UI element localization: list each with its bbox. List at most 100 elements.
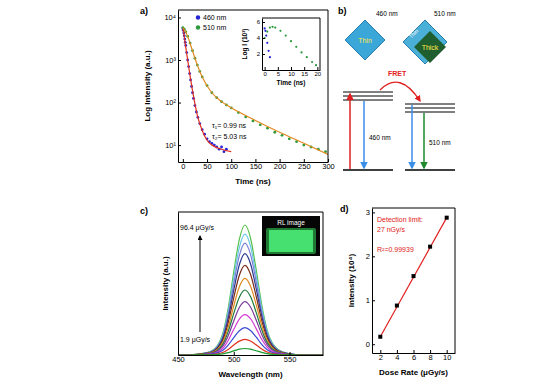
y-axis: 10¹ 10² 10³ 10⁴ <box>164 11 181 163</box>
y-axis: 246 <box>257 19 265 71</box>
inset-glow <box>266 228 316 254</box>
y-axis-tick-mark <box>262 54 265 55</box>
x-axis-tick-label: 5 <box>277 71 281 77</box>
crystal-text: Thick <box>422 44 439 51</box>
x-axis-tick-label: 6 <box>412 353 416 362</box>
data-point <box>311 61 313 63</box>
x-axis-tick-mark <box>317 67 318 70</box>
x-axis-tick: 8 <box>429 350 433 362</box>
y-axis-tick-mark <box>372 256 375 257</box>
x-axis-tick-mark <box>278 67 279 70</box>
crystal-outer <box>403 20 447 64</box>
data-point <box>306 56 308 58</box>
legend: 460 nm510 nm <box>196 14 227 31</box>
data-point <box>315 64 317 66</box>
frame-right <box>320 18 321 70</box>
y-axis-tick-mark <box>262 38 265 39</box>
data-point <box>395 304 399 308</box>
y-axis-tick-label: 2 <box>366 252 370 261</box>
data-point <box>271 26 273 28</box>
frame-top <box>372 208 455 209</box>
y-axis-tick: 2 <box>257 51 265 57</box>
legend-marker <box>196 25 200 29</box>
emission-arrow <box>423 113 425 168</box>
energy-level <box>405 104 455 105</box>
y-axis-tick: 10⁴ <box>164 13 181 22</box>
data-point <box>445 216 449 220</box>
excitation-arrow <box>349 94 351 169</box>
figure: 05010015020025030010¹10²10³10⁴Time (ns)L… <box>0 0 554 384</box>
y-axis-line <box>262 19 263 71</box>
data-point <box>285 35 287 37</box>
x-axis-tick: 10 <box>443 350 451 362</box>
x-axis-tick-label: 10 <box>443 353 451 362</box>
y-axis: 0123 <box>366 208 375 353</box>
crystal-thick <box>414 31 446 63</box>
x-axis-tick-label: 100 <box>225 162 238 171</box>
y-axis-title: Intensity (a.u.) <box>161 256 170 311</box>
y-axis-tick-label: 2 <box>257 51 261 57</box>
data-point <box>266 42 268 44</box>
plot-0: 05010015020025030010¹10²10³10⁴Time (ns)L… <box>143 10 335 186</box>
y-axis-tick-label: 6 <box>257 19 261 25</box>
x-axis-tick: 250 <box>298 159 311 171</box>
x-axis-tick-label: 150 <box>250 162 263 171</box>
plot-1: 05101520246Time (ns)Log I (10³) <box>241 18 322 87</box>
x-axis: 2 4 6 8 10 <box>373 350 456 362</box>
y-axis-tick-label: 10¹ <box>165 141 176 150</box>
frame-top <box>262 18 320 19</box>
x-axis-tick-label: 4 <box>395 353 399 362</box>
y-axis-tick-mark <box>178 145 181 146</box>
crystal-text: Thin <box>408 28 420 40</box>
x-axis-tick-label: 10 <box>288 71 295 77</box>
data-point <box>269 56 271 58</box>
y-axis-tick: 10² <box>165 98 181 107</box>
x-axis-tick: 5 <box>277 67 281 77</box>
crystal-emission: 460 nm <box>376 10 398 17</box>
series-line <box>178 225 323 355</box>
plot-background <box>372 208 455 353</box>
x-axis-tick-label: 15 <box>301 71 308 77</box>
y-axis-tick: 10³ <box>165 56 181 65</box>
x-axis-tick: 50 <box>203 159 211 171</box>
x-axis-tick-label: 20 <box>315 71 322 77</box>
frame-right <box>328 10 329 162</box>
y-axis-title: Intensity (10⁴) <box>347 254 356 308</box>
x-axis: 050100150200250300 <box>179 159 335 171</box>
data-point <box>220 146 223 149</box>
inset-frame <box>262 216 320 256</box>
fret-arrow <box>380 82 420 101</box>
series-line <box>178 349 323 356</box>
y-axis-tick: 10¹ <box>165 141 181 150</box>
x-axis-tick: 500 <box>228 352 241 364</box>
y-axis-tick: 2 <box>366 252 375 261</box>
annotation: τ₁= 0.99 ns <box>212 122 247 129</box>
x-axis-tick: 100 <box>225 159 238 171</box>
fret-label: FRET <box>388 70 407 77</box>
data-point <box>428 245 432 249</box>
annotation: 96.4 μGy/s <box>180 224 214 232</box>
data-point <box>274 27 276 29</box>
x-axis-tick-label: 450 <box>172 355 185 364</box>
y-axis-tick-mark <box>178 103 181 104</box>
y-axis-tick-mark <box>372 300 375 301</box>
data-point <box>288 137 291 140</box>
diagram: Thin460 nmThinThick510 nm460 nmFRET510 n… <box>343 10 456 170</box>
y-axis <box>178 213 179 356</box>
frame-top <box>178 10 328 11</box>
x-axis-tick: 6 <box>412 350 416 362</box>
x-axis-tick-label: 500 <box>228 355 241 364</box>
y-axis-tick-mark <box>178 60 181 61</box>
x-axis-tick-mark <box>291 67 292 70</box>
x-axis-tick: 2 <box>379 350 383 362</box>
y-axis-line <box>178 213 179 356</box>
emission-arrow <box>411 105 413 168</box>
plot-2: 450500550Wavelength (nm)Intensity (a.u.)… <box>161 212 324 379</box>
y-axis-tick-mark <box>372 212 375 213</box>
y-axis-tick-mark <box>372 344 375 345</box>
x-axis-tick: 15 <box>301 67 308 77</box>
frame-right <box>455 208 456 353</box>
y-axis-tick: 3 <box>366 208 375 217</box>
x-axis-tick-mark <box>265 67 266 70</box>
x-axis: 05101520 <box>263 67 322 77</box>
